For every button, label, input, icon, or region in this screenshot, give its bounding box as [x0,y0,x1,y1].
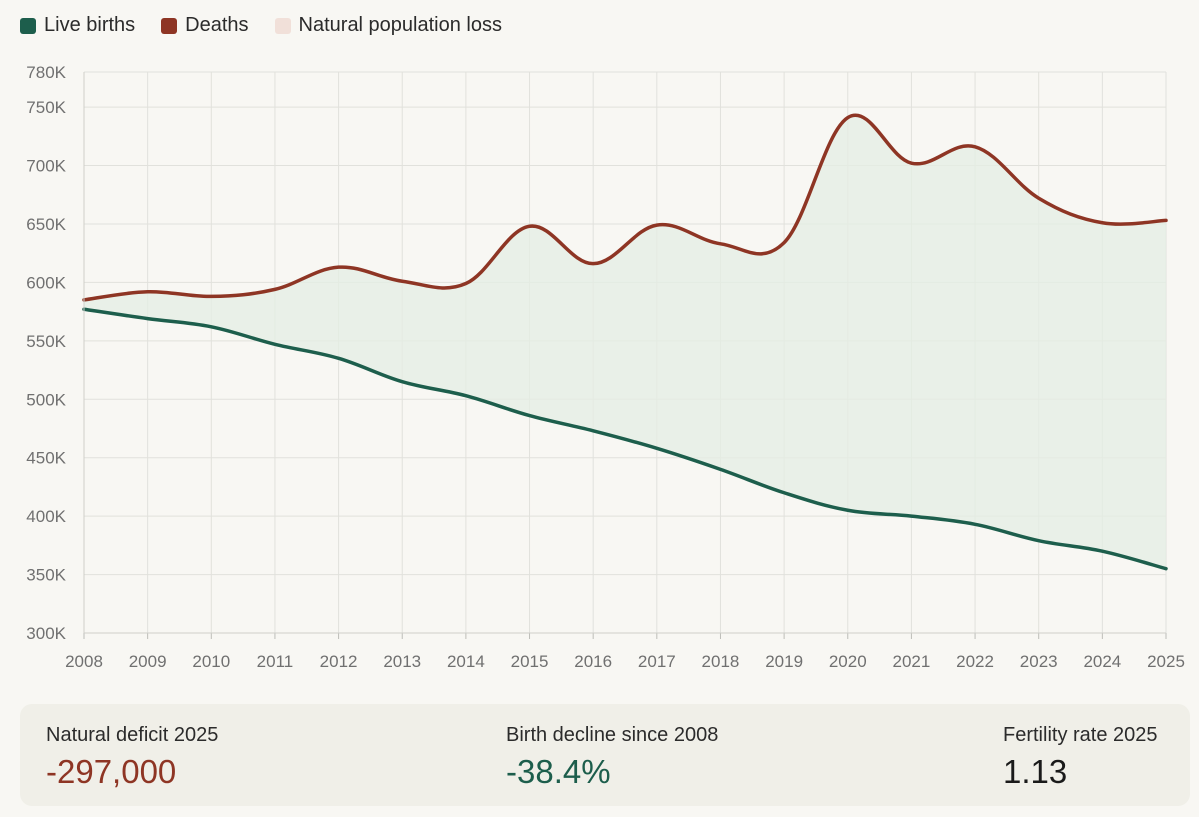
x-tick-label: 2009 [129,652,167,671]
y-tick-label: 400K [26,507,66,526]
x-tick-label: 2019 [765,652,803,671]
deaths-point[interactable] [905,157,917,169]
live-births-point[interactable] [269,338,281,350]
live-births-point[interactable] [778,487,790,499]
stat-label-natural-deficit: Natural deficit 2025 [46,724,219,746]
deaths-point[interactable] [969,141,981,153]
legend-swatch-deaths [161,17,178,34]
deaths-point[interactable] [269,283,281,295]
y-tick-label: 650K [26,215,66,234]
deaths-point[interactable] [396,275,408,287]
legend-label-natural-population-loss: Natural population loss [298,14,502,36]
y-tick-label: 300K [26,624,66,643]
stat-natural-deficit: Natural deficit 2025 -297,000 [46,724,218,791]
live-births-point[interactable] [1033,535,1045,547]
y-tick-label: 550K [26,332,66,351]
stat-value-fertility-rate: 1.13 [1003,753,1068,790]
x-tick-label: 2011 [257,652,294,671]
live-births-point[interactable] [396,376,408,388]
x-tick-label: 2016 [574,652,612,671]
deaths-point[interactable] [842,112,854,124]
live-births-point[interactable] [651,442,663,454]
deaths-point[interactable] [1160,214,1172,226]
deaths-point[interactable] [524,220,536,232]
x-tick-label: 2015 [511,652,549,671]
x-tick-label: 2025 [1147,652,1185,671]
y-tick-label: 450K [26,449,66,468]
series-lines [82,112,1172,575]
live-births-point[interactable] [524,410,536,422]
x-tick-label: 2013 [383,652,421,671]
y-tick-label: 350K [26,566,66,585]
live-births-point[interactable] [969,518,981,530]
stat-value-birth-decline: -38.4% [506,753,611,790]
x-tick-label: 2020 [829,652,867,671]
natural-population-loss-area [84,115,1166,569]
y-tick-label: 600K [26,273,66,292]
y-tick-label: 780K [26,63,66,82]
chart-legend: Live births Deaths Natural population lo… [20,14,502,37]
x-tick-label: 2008 [65,652,103,671]
legend-item-live-births[interactable]: Live births [20,14,135,37]
deaths-point[interactable] [778,237,790,249]
x-tick-label: 2017 [638,652,676,671]
legend-item-deaths[interactable]: Deaths [161,14,249,37]
legend-label-deaths: Deaths [185,14,249,36]
live-births-point[interactable] [587,425,599,437]
y-tick-label: 700K [26,157,66,176]
legend-swatch-natural-population-loss [274,17,291,34]
deaths-point[interactable] [142,286,154,298]
y-tick-label: 500K [26,390,66,409]
live-births-point[interactable] [1096,545,1108,557]
live-births-point[interactable] [714,463,726,475]
live-births-point[interactable] [205,321,217,333]
deaths-point[interactable] [205,290,217,302]
legend-swatch-live-births [20,17,36,34]
live-births-point[interactable] [842,504,854,516]
legend-label-live-births: Live births [44,14,136,36]
live-births-point[interactable] [1160,563,1172,575]
x-tick-label: 2010 [192,652,230,671]
line-chart: 2008 2009 2010 2011 2012 2013 2014 2015 2016 2017… [26,63,1185,671]
live-births-point[interactable] [905,510,917,522]
stat-birth-decline: Birth decline since 2008 -38.4% [506,724,718,791]
deaths-point[interactable] [1033,192,1045,204]
deaths-point[interactable] [1096,217,1108,229]
x-tick-label: 2024 [1083,652,1121,671]
deaths-point[interactable] [587,258,599,270]
x-tick-label: 2018 [702,652,740,671]
x-tick-label: 2022 [956,652,994,671]
stat-label-birth-decline: Birth decline since 2008 [506,724,719,746]
deaths-point[interactable] [651,219,663,231]
x-tick-label: 2012 [320,652,358,671]
stat-label-fertility-rate: Fertility rate 2025 [1003,724,1158,746]
live-births-point[interactable] [460,390,472,402]
deaths-point[interactable] [714,238,726,250]
x-tick-label: 2023 [1020,652,1058,671]
deaths-line [82,113,1168,302]
x-tick-label: 2014 [447,652,485,671]
live-births-point[interactable] [333,352,345,364]
legend-item-natural-population-loss[interactable]: Natural population loss [274,14,502,37]
y-tick-label: 750K [26,98,66,117]
live-births-line [82,307,1168,571]
stats-panel: Natural deficit 2025 -297,000 Birth decl… [20,704,1190,806]
x-tick-label: 2021 [892,652,930,671]
axes: 2008 2009 2010 2011 2012 2013 2014 2015 2016 2017… [26,63,1185,671]
stat-fertility-rate: Fertility rate 2025 1.13 [1003,724,1158,791]
deaths-point[interactable] [460,278,472,290]
live-births-point[interactable] [142,313,154,325]
deaths-point[interactable] [333,261,345,273]
stat-value-natural-deficit: -297,000 [46,753,177,790]
fill-layer [84,115,1166,569]
